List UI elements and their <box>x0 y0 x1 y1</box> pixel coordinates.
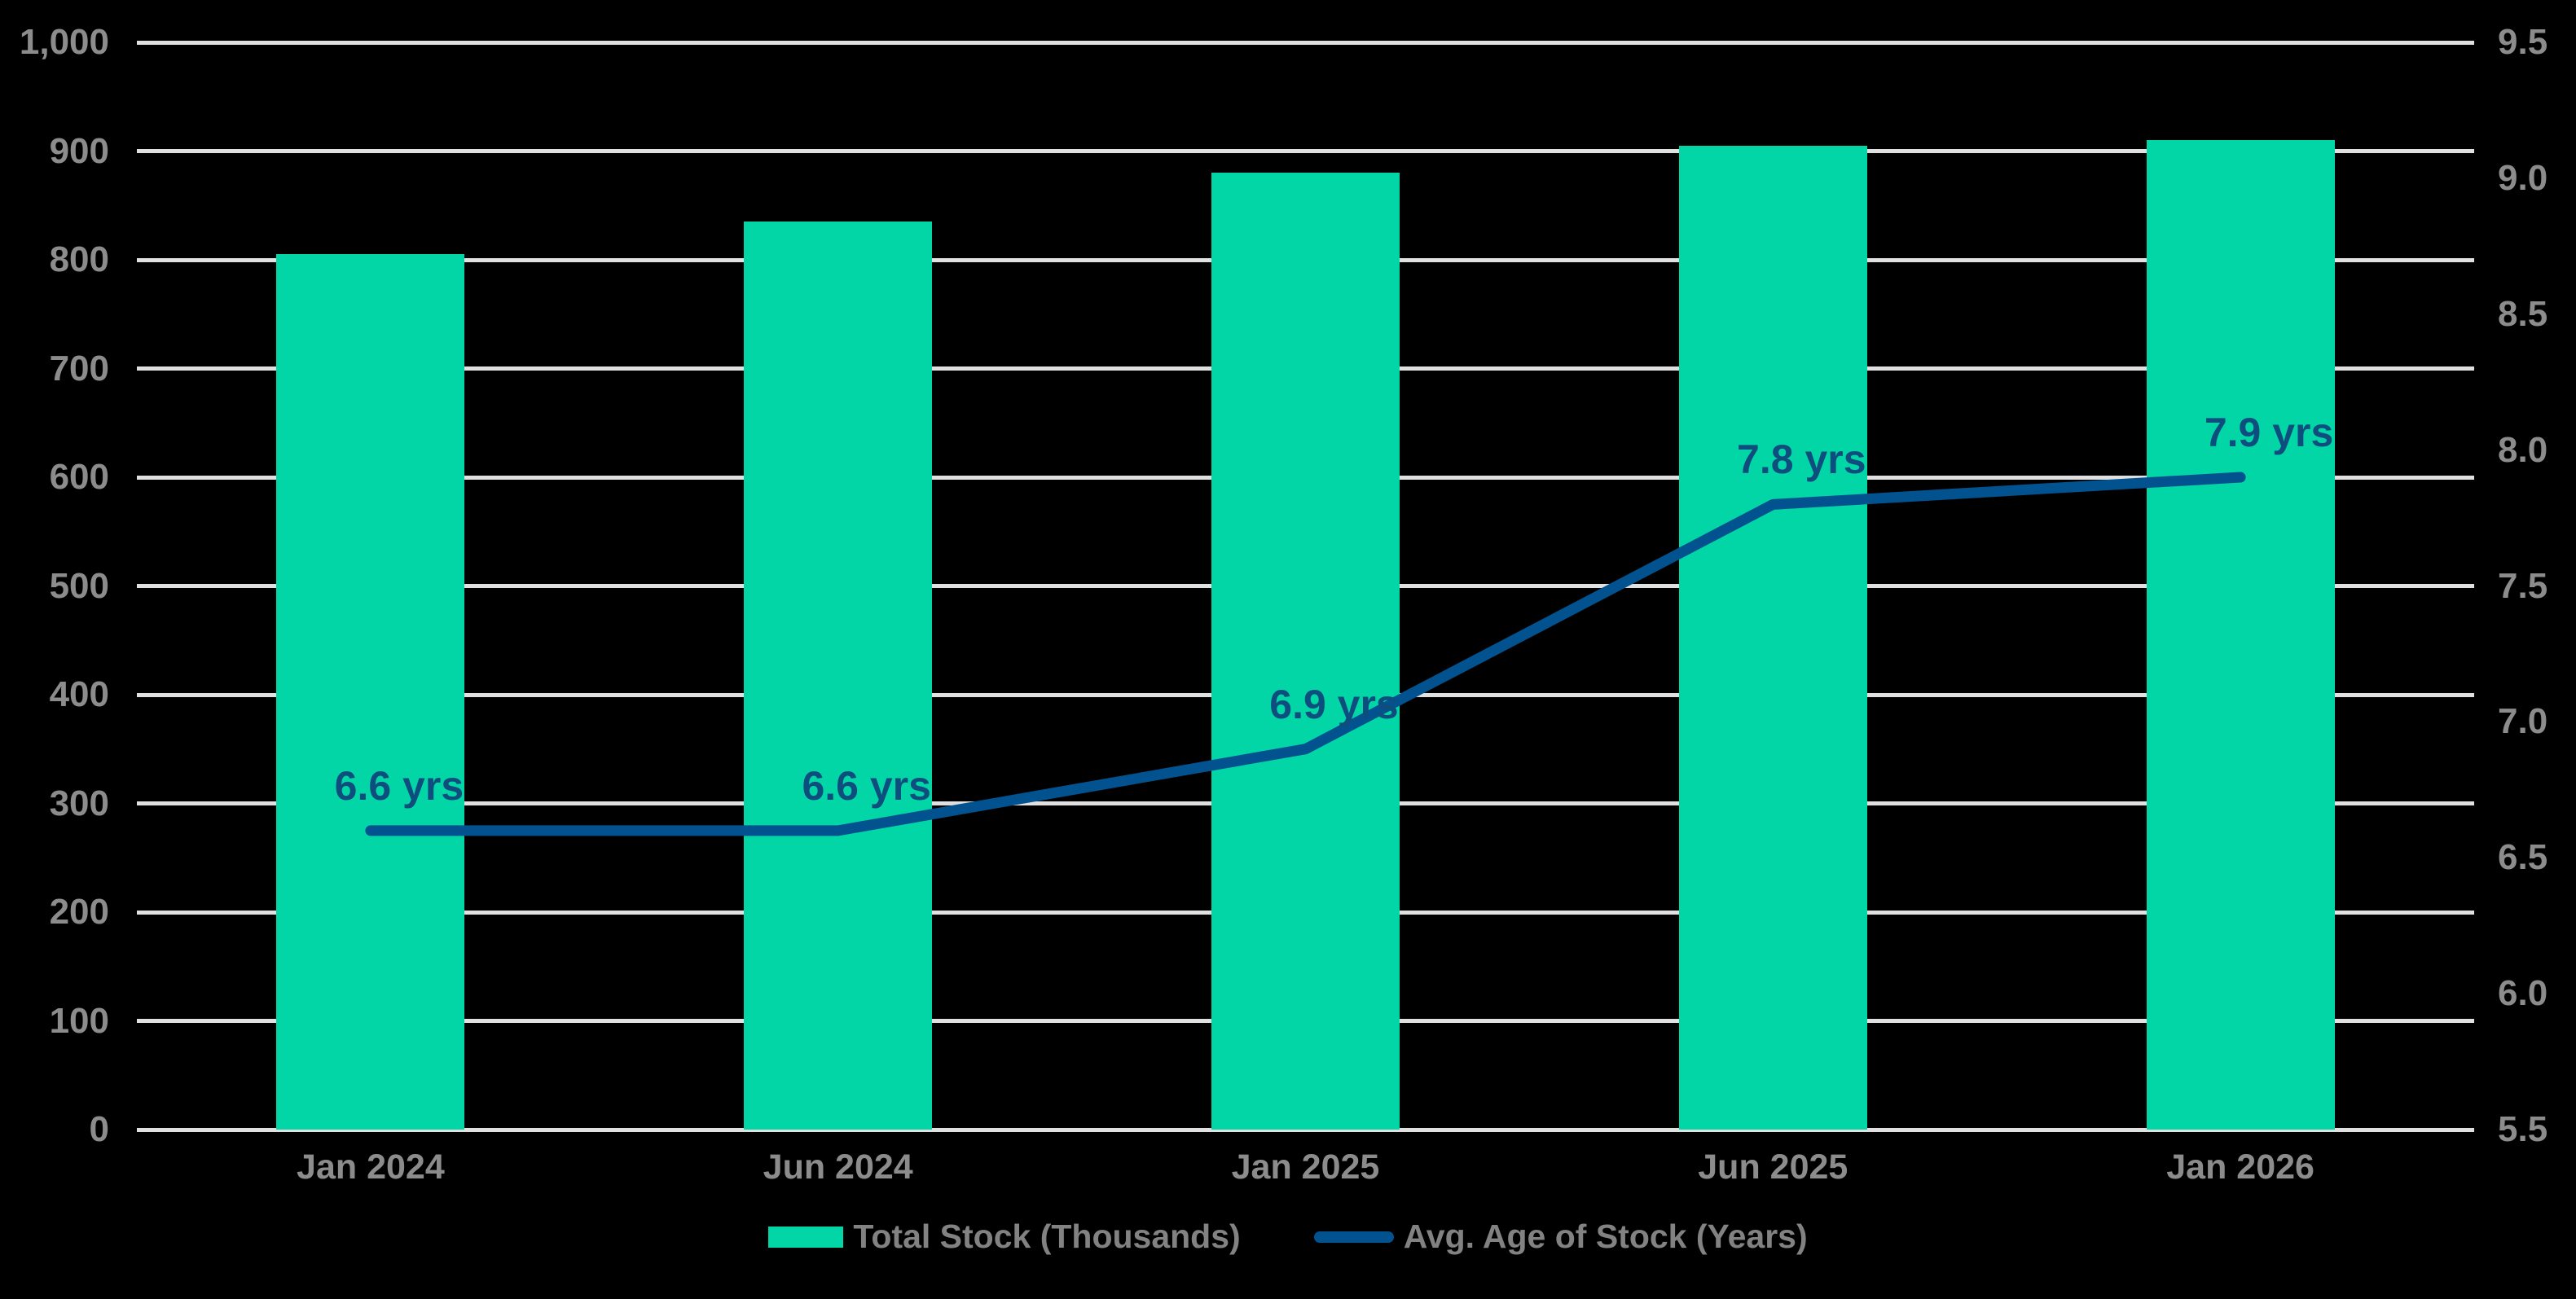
y-axis-right-tick-label: 9.0 <box>2498 157 2548 198</box>
bar-jan-2026 <box>2146 140 2335 1130</box>
y-axis-right-tick-label: 6.5 <box>2498 837 2548 878</box>
y-axis-left-tick-label: 700 <box>49 348 109 388</box>
y-axis-right-tick-label: 6.0 <box>2498 973 2548 1014</box>
line-point-label: 7.8 yrs <box>1737 437 1866 483</box>
y-axis-left-tick-label: 300 <box>49 783 109 823</box>
legend: Total Stock (Thousands) Avg. Age of Stoc… <box>0 1220 2576 1253</box>
line-point-label: 7.9 yrs <box>2204 410 2334 455</box>
y-axis-right-tick-label: 8.0 <box>2498 429 2548 470</box>
bar-jun-2024 <box>744 222 933 1130</box>
x-axis-category-label: Jun 2024 <box>763 1148 913 1187</box>
legend-item-total-stock: Total Stock (Thousands) <box>768 1218 1241 1255</box>
gridline <box>137 1127 2474 1132</box>
y-axis-left-tick-label: 100 <box>49 1000 109 1041</box>
line-point-label: 6.6 yrs <box>802 762 931 809</box>
line-point-label: 6.6 yrs <box>334 762 464 809</box>
bar-series-swatch <box>768 1226 844 1248</box>
line-series-swatch <box>1313 1231 1394 1243</box>
y-axis-left-tick-label: 400 <box>49 674 109 714</box>
bar-jan-2024 <box>276 254 465 1130</box>
bar-jan-2025 <box>1211 173 1400 1130</box>
x-axis-category-label: Jan 2024 <box>297 1148 445 1187</box>
y-axis-left-tick-label: 800 <box>49 239 109 279</box>
y-axis-right-tick-label: 9.5 <box>2498 22 2548 62</box>
y-axis-right-tick-label: 8.5 <box>2498 293 2548 334</box>
y-axis-left-tick-label: 1,000 <box>19 22 109 62</box>
avg-age-trend-line <box>365 472 2246 836</box>
y-axis-left-tick-label: 200 <box>49 892 109 932</box>
y-axis-right-tick-label: 7.5 <box>2498 565 2548 606</box>
y-axis-left-tick-label: 500 <box>49 565 109 606</box>
legend-label-total-stock: Total Stock (Thousands) <box>853 1218 1241 1255</box>
legend-label-avg-age: Avg. Age of Stock (Years) <box>1403 1218 1808 1255</box>
y-axis-left-tick-label: 0 <box>89 1109 109 1149</box>
gridline <box>137 40 2474 45</box>
line-point-label: 6.9 yrs <box>1269 681 1399 727</box>
x-axis-category-label: Jan 2025 <box>1231 1148 1380 1187</box>
y-axis-left-tick-label: 600 <box>49 457 109 497</box>
x-axis-category-label: Jun 2025 <box>1698 1148 1848 1187</box>
legend-item-avg-age: Avg. Age of Stock (Years) <box>1313 1218 1808 1255</box>
y-axis-right-tick-label: 5.5 <box>2498 1109 2548 1149</box>
bar-jun-2025 <box>1678 145 1867 1130</box>
y-axis-right-tick-label: 7.0 <box>2498 701 2548 742</box>
y-axis-left-tick-label: 900 <box>49 130 109 171</box>
x-axis-category-label: Jan 2026 <box>2166 1148 2314 1187</box>
gridline <box>137 149 2474 153</box>
